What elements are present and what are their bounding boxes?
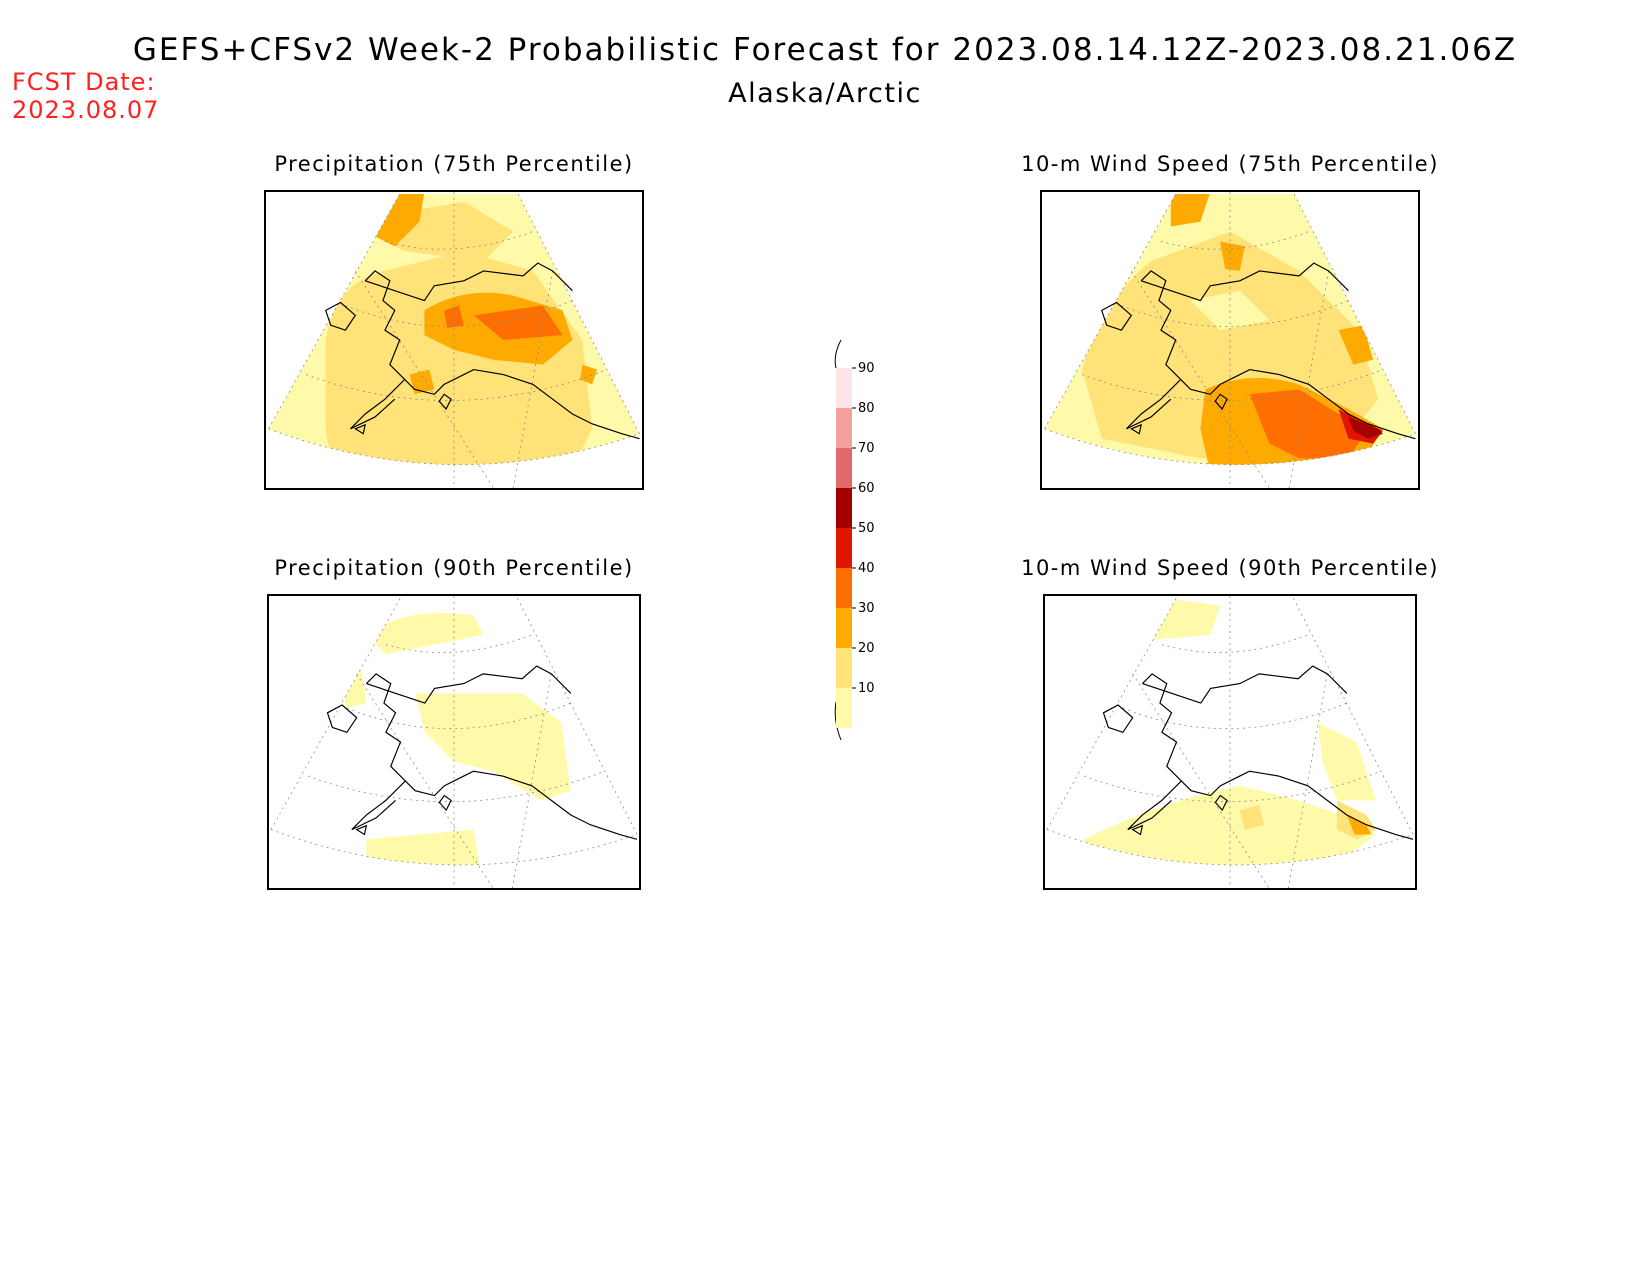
panel-title-precip-75: Precipitation (75th Percentile)	[274, 152, 634, 176]
map-precip-90	[267, 594, 641, 890]
legend-label-70: 70	[858, 441, 875, 456]
color-legend: 90 80 70 60 50 40 30 20 10	[834, 339, 875, 741]
legend-swatch-40	[836, 568, 852, 608]
main-title: GEFS+CFSv2 Week-2 Probabilistic Forecast…	[132, 32, 1518, 68]
panel-title-wind-75: 10-m Wind Speed (75th Percentile)	[1021, 152, 1439, 176]
legend-swatch-20	[836, 648, 852, 688]
legend-label-50: 50	[858, 521, 875, 536]
panel-title-wind-90: 10-m Wind Speed (90th Percentile)	[1021, 556, 1439, 580]
panel-title-precip-90: Precipitation (90th Percentile)	[274, 556, 634, 580]
legend-label-80: 80	[858, 401, 875, 416]
forecast-date-block: FCST Date: 2023.08.07	[12, 68, 159, 124]
map-precip-75	[264, 190, 644, 490]
legend-label-60: 60	[858, 481, 875, 496]
legend-label-40: 40	[858, 561, 875, 576]
legend-swatch-10	[836, 688, 852, 728]
forecast-date-value: 2023.08.07	[12, 96, 160, 124]
legend-swatch-70	[836, 448, 852, 488]
legend-swatch-90	[836, 368, 852, 408]
forecast-date-label: FCST Date:	[12, 68, 156, 96]
map-wind-90	[1043, 594, 1417, 890]
map-wind-75	[1040, 190, 1420, 490]
legend-label-30: 30	[858, 601, 875, 616]
legend-label-20: 20	[858, 641, 875, 656]
legend-swatch-80	[836, 408, 852, 448]
legend-swatch-50	[836, 528, 852, 568]
legend-label-10: 10	[858, 681, 875, 696]
legend-label-90: 90	[858, 361, 875, 376]
region-subtitle: Alaska/Arctic	[728, 78, 922, 109]
legend-swatch-60	[836, 488, 852, 528]
legend-swatch-30	[836, 608, 852, 648]
